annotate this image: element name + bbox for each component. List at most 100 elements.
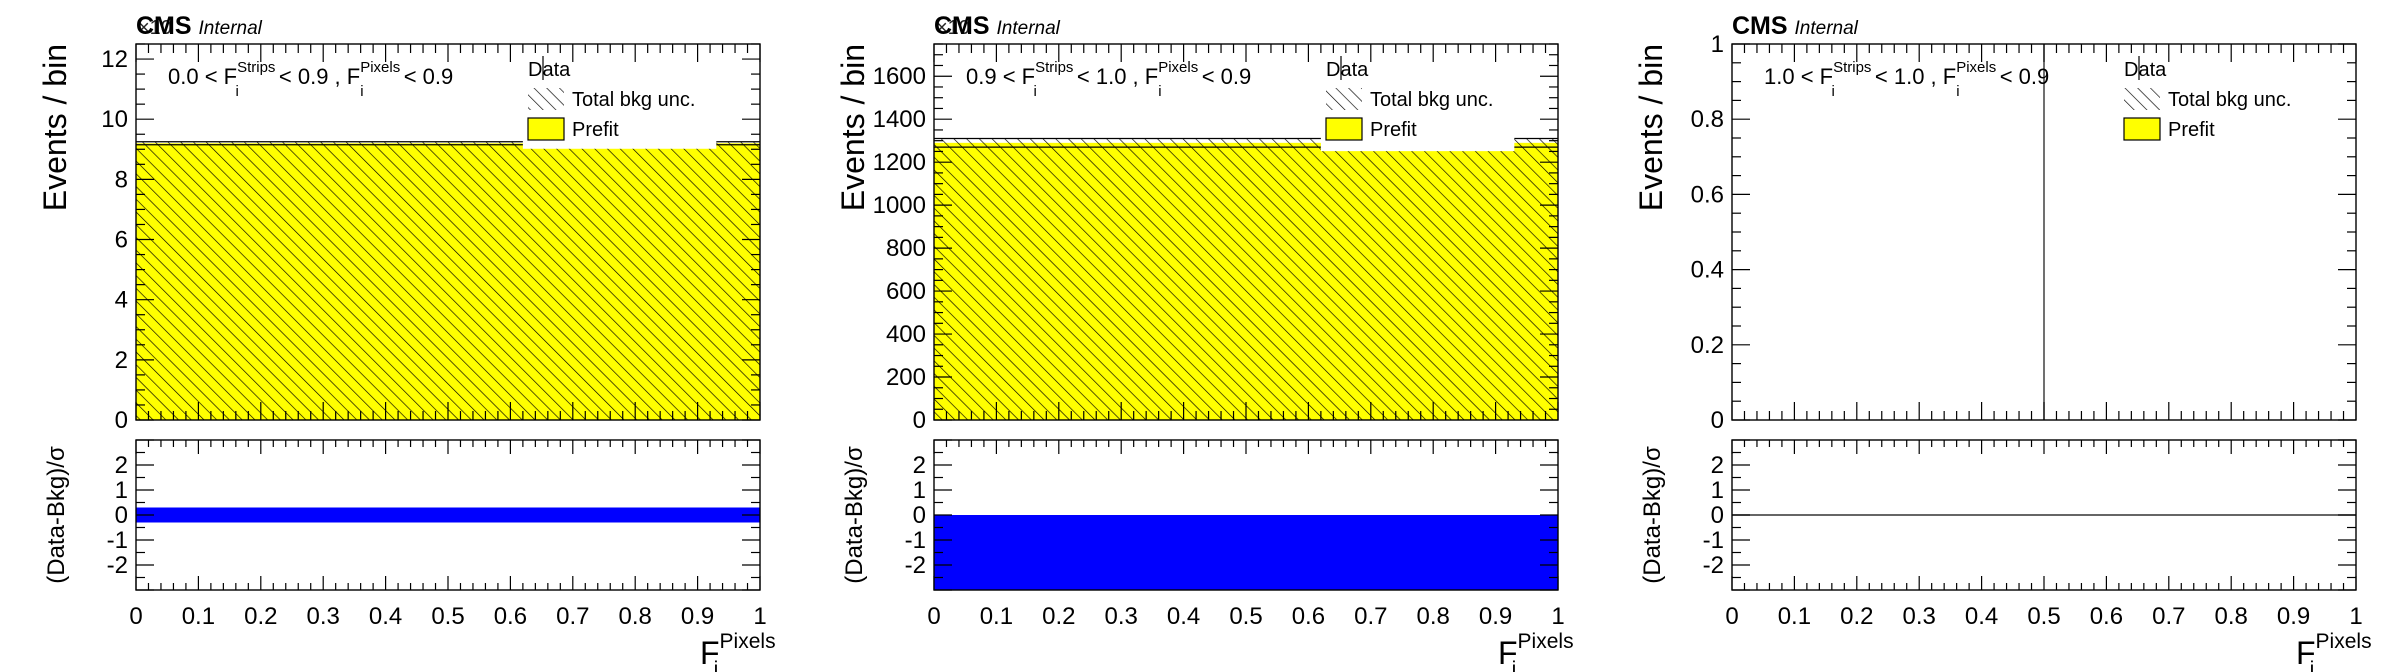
legend-unc: Total bkg unc. — [572, 89, 695, 111]
x-tick-label: 0.7 — [556, 603, 589, 630]
region-sup-pixels: Pixels — [1956, 59, 1996, 76]
cms-header: CMS Internal — [136, 12, 263, 40]
region-label: 0.0 < FStrips i < 0.9 , FPixels i < 0.9 — [168, 59, 453, 100]
y-tick-label: 0 — [913, 407, 926, 434]
pull-bar — [136, 507, 760, 523]
x-tick-label: 0.6 — [2090, 603, 2123, 630]
experiment-label: CMS — [934, 12, 990, 40]
region-sub2: i — [1158, 83, 1161, 100]
region-sup-strips: Strips — [237, 59, 275, 76]
cms-header: CMS Internal — [934, 12, 1061, 40]
region-sub2: i — [1956, 83, 1959, 100]
x-axis-label: FPixels i — [1498, 630, 1574, 672]
x-label-sup: Pixels — [2316, 630, 2372, 653]
x-tick-label: 0.8 — [619, 603, 652, 630]
x-axis-label: FPixels i — [700, 630, 776, 672]
ratio-y-tick-label: -2 — [1703, 552, 1724, 579]
exponent-label: ×10 — [936, 17, 970, 39]
region-label: 0.9 < FStrips i < 1.0 , FPixels i < 0.9 — [966, 59, 1251, 100]
ratio-y-tick-label: -2 — [905, 552, 926, 579]
x-tick-label: 0.4 — [1965, 603, 1998, 630]
uncertainty-band — [934, 138, 1558, 420]
legend-prefit: Prefit — [2168, 119, 2215, 141]
x-tick-label: 0.5 — [2027, 603, 2060, 630]
region-sub: i — [235, 83, 238, 100]
y-tick-label: 1000 — [873, 192, 926, 219]
y-tick-label: 0.2 — [1691, 332, 1724, 359]
x-tick-label: 0.2 — [244, 603, 277, 630]
header-space — [1788, 12, 1795, 40]
legend-prefit-swatch — [2123, 117, 2161, 141]
status-label: Internal — [997, 18, 1061, 39]
legend-unc-swatch — [2124, 88, 2160, 110]
ratio-y-tick-label: -1 — [905, 527, 926, 554]
region-sub: i — [1033, 83, 1036, 100]
ratio-y-tick-label: 0 — [1711, 502, 1724, 529]
x-tick-label: 0.5 — [1229, 603, 1262, 630]
x-tick-label: 0.3 — [1105, 603, 1138, 630]
y-tick-label: 400 — [886, 321, 926, 348]
header-space — [990, 12, 997, 40]
y-tick-label: 12 — [101, 46, 128, 73]
x-tick-label: 0.9 — [1479, 603, 1512, 630]
y-tick-label: 1400 — [873, 106, 926, 133]
legend-unc-swatch — [1326, 88, 1362, 110]
x-tick-label: 0.2 — [1840, 603, 1873, 630]
legend-unc: Total bkg unc. — [2168, 89, 2291, 111]
y-tick-label: 2 — [115, 347, 128, 374]
ratio-y-tick-label: 1 — [115, 477, 128, 504]
ratio-y-axis-label: (Data-Bkg)/σ — [841, 446, 868, 584]
y-tick-label: 0.6 — [1691, 181, 1724, 208]
y-tick-label: 600 — [886, 278, 926, 305]
ratio-y-tick-label: 2 — [1711, 452, 1724, 479]
ratio-y-tick-label: 1 — [1711, 477, 1724, 504]
y-tick-label: 1600 — [873, 63, 926, 90]
legend-data: Data — [1326, 59, 1369, 81]
x-tick-label: 1 — [753, 603, 766, 630]
x-tick-label: 0.5 — [431, 603, 464, 630]
ratio-y-tick-label: 1 — [913, 477, 926, 504]
cms-header: CMS Internal — [1732, 12, 1859, 40]
x-tick-label: 0.8 — [1417, 603, 1450, 630]
region-lo: 0.9 < F — [966, 64, 1035, 89]
legend-gap — [1320, 136, 1515, 152]
y-tick-label: 800 — [886, 235, 926, 262]
y-tick-label: 10 — [101, 106, 128, 133]
x-tick-label: 0 — [129, 603, 142, 630]
region-sup-pixels: Pixels — [1158, 59, 1198, 76]
ratio-y-axis-label: (Data-Bkg)/σ — [43, 446, 70, 584]
x-tick-label: 0.3 — [1903, 603, 1936, 630]
x-tick-label: 0.2 — [1042, 603, 1075, 630]
y-tick-label: 6 — [115, 227, 128, 254]
ratio-y-tick-label: -1 — [107, 527, 128, 554]
x-tick-label: 0.4 — [1167, 603, 1200, 630]
pull-bar — [934, 515, 1558, 590]
y-tick-label: 0 — [115, 407, 128, 434]
experiment-label: CMS — [1732, 12, 1788, 40]
x-tick-label: 0.9 — [2277, 603, 2310, 630]
region-sub2: i — [360, 83, 363, 100]
legend-unc: Total bkg unc. — [1370, 89, 1493, 111]
legend-prefit-swatch — [527, 117, 565, 141]
ratio-y-tick-label: -2 — [107, 552, 128, 579]
x-tick-label: 0.8 — [2215, 603, 2248, 630]
ratio-y-tick-label: -1 — [1703, 527, 1724, 554]
x-tick-label: 0.7 — [2152, 603, 2185, 630]
y-tick-label: 200 — [886, 364, 926, 391]
uncertainty-band — [136, 141, 760, 420]
y-tick-label: 0.4 — [1691, 257, 1724, 284]
x-tick-label: 0.7 — [1354, 603, 1387, 630]
x-tick-label: 1 — [2349, 603, 2362, 630]
x-tick-label: 0.9 — [681, 603, 714, 630]
region-sup-pixels: Pixels — [360, 59, 400, 76]
y-tick-label: 1 — [1711, 31, 1724, 58]
region-sup-strips: Strips — [1833, 59, 1871, 76]
ratio-y-tick-label: 2 — [115, 452, 128, 479]
status-label: Internal — [1795, 18, 1859, 39]
region-mid: < 1.0 , F — [1071, 64, 1158, 89]
x-tick-label: 0.1 — [1778, 603, 1811, 630]
